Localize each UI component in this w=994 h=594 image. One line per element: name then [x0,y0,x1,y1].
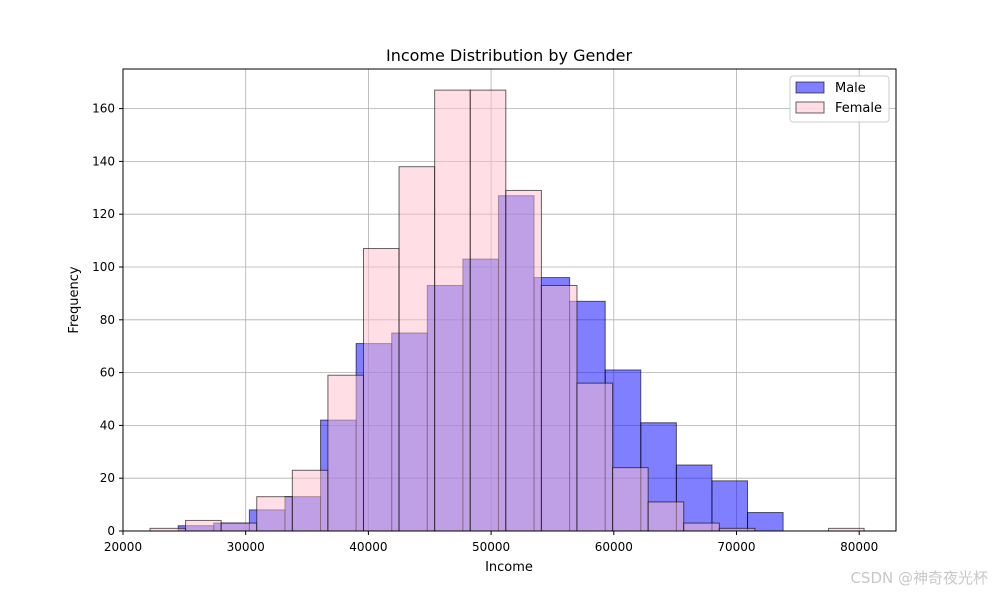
female-legend-label: Female [835,101,882,116]
female-bar [185,519,222,532]
female-bar [540,284,578,532]
female-bar [327,374,364,532]
female-bar [683,522,720,532]
female-bar [469,89,507,532]
y-tick-label: 20 [100,471,115,485]
female-bar [647,501,685,532]
legend: Male Female [789,75,890,123]
y-axis-label: Frequency [67,266,82,333]
female-bar [434,89,471,532]
female-bar [398,166,436,532]
female-bar [362,248,400,532]
x-tick-label: 60000 [595,540,633,554]
female-bar [576,382,614,532]
y-tick-label: 80 [100,313,115,327]
x-tick-label: 20000 [104,540,142,554]
watermark-text: CSDN @神奇夜光杯 [850,569,988,587]
x-tick-label: 50000 [472,540,510,554]
x-tick-label: 30000 [227,540,265,554]
female-bar [505,189,542,532]
chart-title: Income Distribution by Gender [386,46,632,65]
male-legend-swatch [795,81,825,94]
y-tick-label: 160 [92,102,115,116]
female-legend-swatch [795,101,825,114]
y-tick-label: 60 [100,366,115,380]
y-tick-label: 0 [107,524,115,538]
y-tick-label: 100 [92,260,115,274]
female-bar [612,467,649,532]
female-bar [291,469,329,532]
y-tick-label: 40 [100,418,115,432]
x-tick-label: 40000 [349,540,387,554]
x-axis-label: Income [485,560,533,575]
x-tick-label: 70000 [717,540,755,554]
histogram-bars [149,89,865,532]
x-tick-label: 80000 [840,540,878,554]
y-tick-label: 120 [92,207,115,221]
y-tick-label: 140 [92,154,115,168]
female-bar [220,522,258,532]
male-legend-label: Male [835,81,866,96]
axis-ticks: 20000 30000 40000 50000 60000 70000 80000 0 20 40… [92,102,878,554]
female-bar [256,496,293,532]
plot-frame [122,68,897,532]
